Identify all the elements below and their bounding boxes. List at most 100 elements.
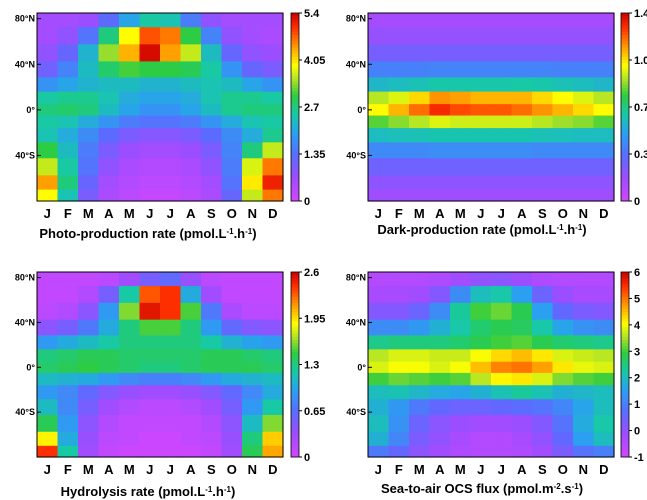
x-tick-label: M xyxy=(83,206,94,221)
heatmap-cell xyxy=(552,385,574,400)
heatmap-cell xyxy=(180,158,202,176)
heatmap-cell xyxy=(450,189,472,202)
colorbar-segment xyxy=(291,379,299,384)
heatmap-cell xyxy=(180,286,202,304)
heatmap-cell xyxy=(532,128,554,143)
colorbar-segment xyxy=(621,453,629,458)
heatmap-cell xyxy=(593,175,615,191)
heatmap-cell xyxy=(98,142,120,159)
colorbar-segment xyxy=(621,107,629,111)
plot-frame xyxy=(36,12,284,202)
heatmap-cell xyxy=(429,44,451,63)
heatmap-cell xyxy=(470,115,492,129)
heatmap-cell xyxy=(242,189,264,202)
heatmap-cell xyxy=(491,302,513,321)
heatmap-cell xyxy=(221,319,243,336)
colorbar-tick-label: 0 xyxy=(304,452,310,464)
colorbar-segment xyxy=(291,416,299,421)
heatmap-cell xyxy=(139,349,161,363)
heatmap-cell xyxy=(368,414,390,433)
heatmap-cell xyxy=(78,44,100,63)
heatmap-cell xyxy=(139,431,161,447)
heatmap-cell xyxy=(180,115,202,129)
colorbar-segment xyxy=(621,22,629,27)
heatmap-cell xyxy=(180,189,202,202)
x-tick-label: A xyxy=(517,206,527,221)
x-tick-label: A xyxy=(517,462,527,477)
heatmap-cell xyxy=(511,44,533,63)
heatmap-cell xyxy=(368,61,390,78)
heatmap-cell xyxy=(98,335,120,350)
heatmap-cell xyxy=(98,286,120,304)
colorbar-segment xyxy=(621,312,629,316)
colorbar-segment xyxy=(291,376,299,381)
heatmap-cell xyxy=(98,302,120,321)
colorbar-segment xyxy=(291,383,299,387)
heatmap-cell xyxy=(552,27,574,45)
heatmap-cell xyxy=(262,361,284,374)
heatmap-cell xyxy=(429,385,451,400)
heatmap-cell xyxy=(491,27,513,45)
heatmap-cell xyxy=(180,399,202,416)
heatmap-cell xyxy=(201,385,223,400)
heatmap-cell xyxy=(532,349,554,363)
colorbar-segment xyxy=(291,339,299,344)
heatmap-cell xyxy=(37,128,59,143)
colorbar-segment xyxy=(621,185,629,189)
heatmap-cell xyxy=(119,335,141,350)
heatmap-cell xyxy=(262,385,284,400)
x-tick-label: O xyxy=(558,462,568,477)
colorbar-segment xyxy=(291,352,299,356)
y-tick-label: 40°S xyxy=(15,407,35,417)
colorbar-segment xyxy=(621,113,629,117)
heatmap-cell xyxy=(409,189,431,202)
heatmap-cell xyxy=(221,349,243,363)
heatmap-cell xyxy=(242,445,264,458)
colorbar-segment xyxy=(291,128,299,133)
y-tick-label: 0° xyxy=(357,105,366,115)
heatmap-cell xyxy=(160,104,182,117)
colorbar-segment xyxy=(621,163,629,168)
heatmap-cell xyxy=(78,272,100,287)
heatmap-cell xyxy=(221,272,243,287)
heatmap-cell xyxy=(160,361,182,374)
colorbar-segment xyxy=(291,321,299,325)
heatmap-cell xyxy=(552,115,574,129)
heatmap-cell xyxy=(98,27,120,45)
colorbar-tick-label: 0.65 xyxy=(304,406,325,418)
heatmap-cell xyxy=(429,431,451,447)
heatmap-cell xyxy=(57,302,79,321)
colorbar-segment xyxy=(621,53,629,58)
colorbar-tick-label: 4.05 xyxy=(304,55,325,67)
colorbar-segment xyxy=(621,182,629,186)
heatmap-cell xyxy=(262,128,284,143)
colorbar-segment xyxy=(621,172,629,177)
heatmap-cell xyxy=(78,431,100,447)
heatmap-cell xyxy=(388,44,410,63)
heatmap-cell xyxy=(201,13,223,28)
x-tick-label: J xyxy=(44,462,51,477)
heatmap-cell xyxy=(491,13,513,28)
colorbar-tick-label: 2 xyxy=(634,373,640,385)
heatmap-cell xyxy=(409,319,431,336)
heatmap-cell xyxy=(491,286,513,304)
heatmap-cell xyxy=(98,77,120,93)
heatmap-cell xyxy=(511,175,533,191)
colorbar-segment xyxy=(291,147,299,152)
colorbar-segment xyxy=(621,327,629,332)
heatmap-cell xyxy=(573,104,595,117)
colorbar-segment xyxy=(621,60,629,64)
colorbar-segment xyxy=(291,342,299,347)
colorbar-segment xyxy=(621,309,629,313)
heatmap-cell xyxy=(552,13,574,28)
heatmap-cell xyxy=(221,77,243,93)
heatmap-cell xyxy=(262,44,284,63)
heatmap-cell xyxy=(409,431,431,447)
heatmap-cell xyxy=(242,142,264,159)
heatmap-cell xyxy=(593,431,615,447)
heatmap-cell xyxy=(470,44,492,63)
heatmap-cell xyxy=(552,272,574,287)
heatmap-cell xyxy=(388,286,410,304)
heatmap-cell xyxy=(532,44,554,63)
heatmap-cell xyxy=(552,142,574,159)
